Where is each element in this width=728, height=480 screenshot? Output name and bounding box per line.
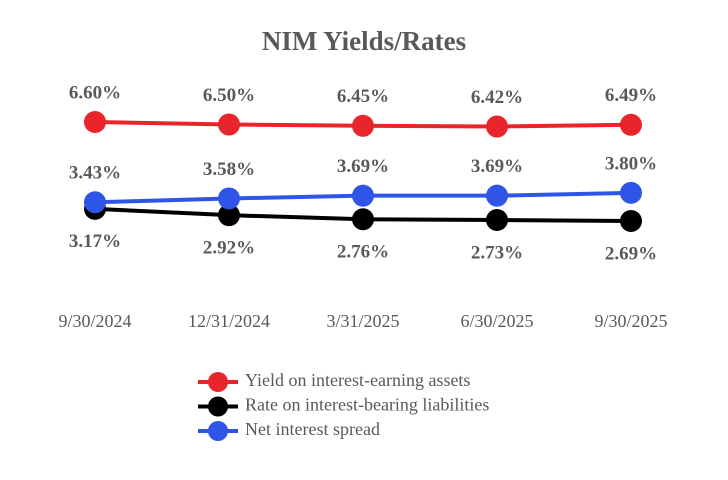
- data-label: 3.43%: [69, 163, 121, 184]
- data-point: [620, 181, 642, 204]
- data-label: 2.73%: [471, 242, 523, 263]
- data-point: [486, 115, 508, 138]
- data-label: 6.45%: [337, 86, 389, 107]
- data-label: 6.42%: [471, 87, 523, 108]
- data-point: [84, 191, 106, 214]
- x-tick-label: 3/31/2025: [326, 311, 399, 331]
- data-label: 2.76%: [337, 242, 389, 263]
- data-label: 3.17%: [69, 231, 121, 252]
- data-label: 3.80%: [605, 153, 657, 174]
- legend-marker: [208, 372, 228, 392]
- x-tick-label: 12/31/2024: [188, 311, 270, 331]
- data-label: 6.49%: [605, 85, 657, 106]
- data-point: [352, 184, 374, 207]
- data-point: [486, 208, 508, 231]
- data-point: [218, 187, 240, 210]
- data-label: 6.60%: [69, 82, 121, 103]
- data-point: [486, 184, 508, 207]
- data-point: [352, 114, 374, 137]
- x-tick-label: 9/30/2024: [58, 311, 131, 331]
- data-point: [620, 113, 642, 136]
- legend-marker: [208, 421, 228, 441]
- legend-label: Rate on interest-bearing liabilities: [245, 395, 489, 415]
- legend-label: Net interest spread: [245, 419, 380, 439]
- data-point: [84, 111, 106, 133]
- data-point: [620, 210, 642, 232]
- data-point: [352, 208, 374, 231]
- data-label: 2.69%: [605, 243, 657, 264]
- x-tick-label: 9/30/2025: [594, 311, 667, 331]
- x-tick-label: 6/30/2025: [460, 311, 533, 331]
- chart-title: NIM Yields/Rates: [262, 26, 466, 56]
- data-label: 3.69%: [471, 156, 523, 177]
- data-point: [218, 204, 240, 227]
- data-point: [218, 113, 240, 136]
- legend-marker: [208, 396, 228, 417]
- legend-label: Yield on interest-earning assets: [245, 370, 470, 390]
- data-label: 3.58%: [203, 159, 255, 180]
- data-label: 6.50%: [203, 85, 255, 106]
- data-label: 2.92%: [203, 238, 255, 259]
- data-label: 3.69%: [337, 156, 389, 177]
